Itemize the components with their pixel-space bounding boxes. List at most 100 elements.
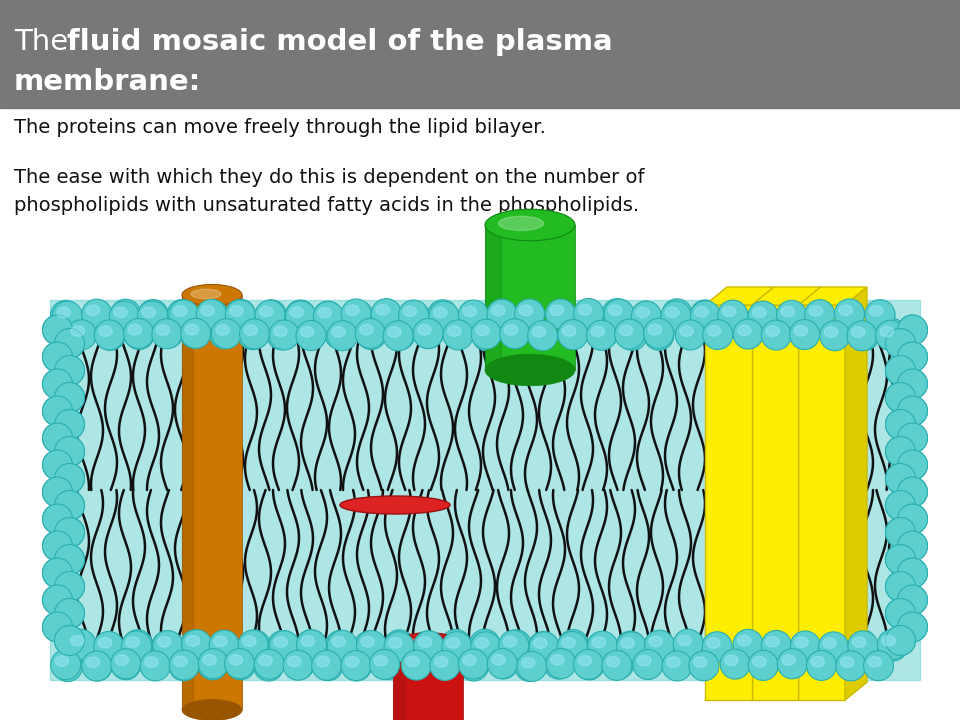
Ellipse shape <box>852 327 865 337</box>
Ellipse shape <box>296 320 326 350</box>
Ellipse shape <box>361 325 374 336</box>
Ellipse shape <box>634 649 663 679</box>
Ellipse shape <box>129 325 142 336</box>
Ellipse shape <box>592 325 606 336</box>
Ellipse shape <box>341 651 371 680</box>
Ellipse shape <box>819 320 849 350</box>
Ellipse shape <box>737 635 751 646</box>
Ellipse shape <box>443 318 472 348</box>
Ellipse shape <box>55 626 84 655</box>
Ellipse shape <box>300 326 314 336</box>
Ellipse shape <box>748 650 779 680</box>
Ellipse shape <box>673 629 703 659</box>
Ellipse shape <box>588 319 618 349</box>
Ellipse shape <box>485 354 575 386</box>
Ellipse shape <box>528 320 558 351</box>
Ellipse shape <box>780 657 794 668</box>
Ellipse shape <box>898 396 927 426</box>
Ellipse shape <box>476 325 490 336</box>
Ellipse shape <box>428 300 458 330</box>
Ellipse shape <box>313 302 344 331</box>
Ellipse shape <box>833 300 864 330</box>
Ellipse shape <box>550 307 564 318</box>
Ellipse shape <box>898 531 927 561</box>
Ellipse shape <box>720 649 750 679</box>
Ellipse shape <box>318 657 331 667</box>
Ellipse shape <box>578 306 591 316</box>
Ellipse shape <box>55 656 69 666</box>
Ellipse shape <box>607 305 620 315</box>
Ellipse shape <box>794 325 807 336</box>
Ellipse shape <box>53 301 83 331</box>
Polygon shape <box>705 305 752 700</box>
Ellipse shape <box>42 342 73 372</box>
Ellipse shape <box>592 637 606 648</box>
Ellipse shape <box>885 518 916 547</box>
Ellipse shape <box>253 651 283 681</box>
Ellipse shape <box>65 318 96 348</box>
Ellipse shape <box>86 306 100 317</box>
Ellipse shape <box>573 300 604 330</box>
Ellipse shape <box>258 657 272 667</box>
Bar <box>485 225 501 370</box>
Ellipse shape <box>271 325 284 336</box>
Ellipse shape <box>42 396 73 426</box>
Ellipse shape <box>341 299 372 329</box>
Ellipse shape <box>42 612 73 642</box>
Ellipse shape <box>340 496 450 514</box>
Ellipse shape <box>632 301 661 331</box>
Ellipse shape <box>330 636 344 647</box>
Ellipse shape <box>110 649 141 680</box>
Ellipse shape <box>689 651 719 681</box>
Ellipse shape <box>604 649 634 679</box>
Ellipse shape <box>666 657 680 667</box>
Ellipse shape <box>529 632 559 662</box>
Ellipse shape <box>847 629 876 660</box>
Ellipse shape <box>230 305 244 316</box>
Ellipse shape <box>898 585 927 615</box>
Ellipse shape <box>621 638 635 649</box>
Ellipse shape <box>898 612 927 642</box>
Ellipse shape <box>184 324 198 335</box>
Ellipse shape <box>898 585 927 615</box>
Ellipse shape <box>492 305 505 316</box>
Ellipse shape <box>55 572 84 601</box>
Ellipse shape <box>214 325 228 336</box>
Ellipse shape <box>807 652 837 681</box>
Ellipse shape <box>124 318 154 348</box>
Ellipse shape <box>297 630 326 660</box>
Ellipse shape <box>498 630 529 660</box>
Ellipse shape <box>152 631 181 661</box>
Ellipse shape <box>794 636 807 647</box>
Ellipse shape <box>545 299 576 329</box>
Ellipse shape <box>371 301 400 331</box>
Ellipse shape <box>174 656 187 667</box>
Ellipse shape <box>318 307 331 318</box>
Ellipse shape <box>55 410 84 439</box>
Ellipse shape <box>65 630 95 660</box>
Ellipse shape <box>458 300 489 330</box>
Ellipse shape <box>55 598 84 629</box>
Ellipse shape <box>376 656 391 666</box>
Ellipse shape <box>55 436 84 467</box>
Ellipse shape <box>157 324 171 335</box>
Ellipse shape <box>591 326 605 337</box>
Ellipse shape <box>708 326 721 336</box>
Ellipse shape <box>661 649 692 679</box>
Ellipse shape <box>703 320 732 350</box>
Ellipse shape <box>327 630 357 660</box>
Ellipse shape <box>417 637 430 648</box>
Ellipse shape <box>885 410 916 439</box>
Bar <box>393 645 405 720</box>
Ellipse shape <box>180 318 210 348</box>
Ellipse shape <box>885 328 916 359</box>
Ellipse shape <box>244 325 257 336</box>
Ellipse shape <box>665 307 679 318</box>
Ellipse shape <box>124 320 155 350</box>
Ellipse shape <box>840 657 854 667</box>
Ellipse shape <box>695 306 708 316</box>
Ellipse shape <box>55 518 84 547</box>
Ellipse shape <box>506 324 519 335</box>
Ellipse shape <box>115 654 129 665</box>
Ellipse shape <box>110 649 141 679</box>
